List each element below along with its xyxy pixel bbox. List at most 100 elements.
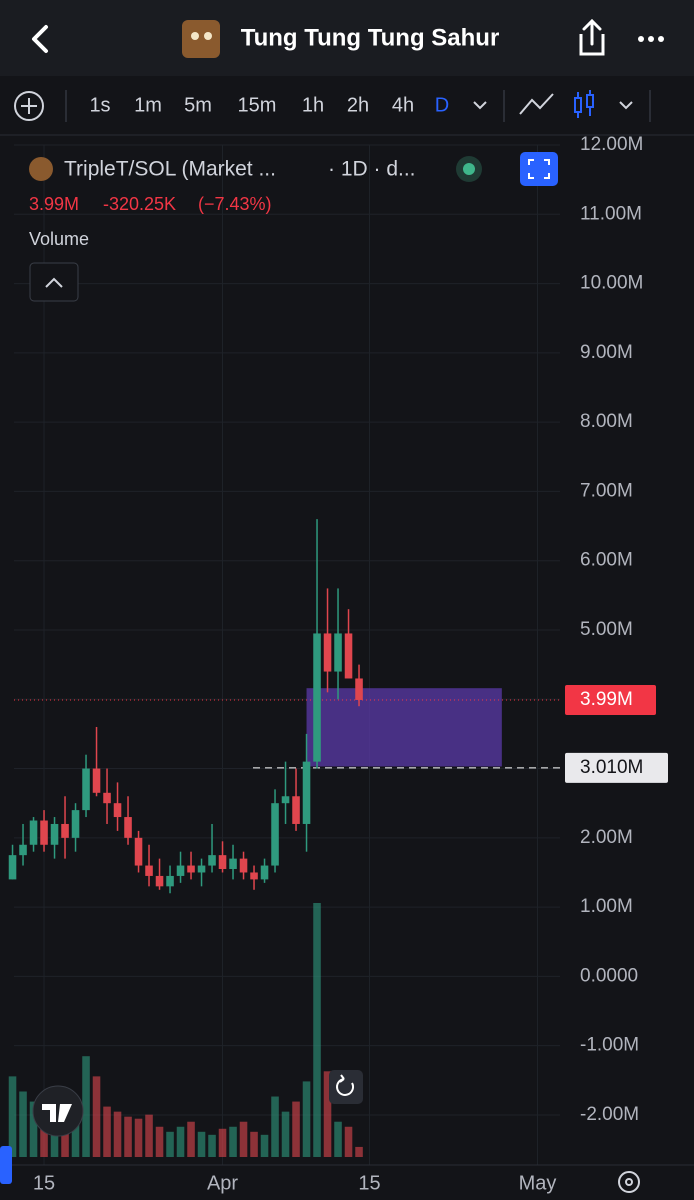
candle-body: [250, 872, 258, 880]
candle-body: [292, 796, 300, 824]
interval-option[interactable]: D: [435, 94, 449, 116]
time-axis: 15 Apr 15 May: [33, 1172, 557, 1194]
y-tick-label: 6.00M: [580, 550, 633, 571]
interval-option[interactable]: 2h: [347, 94, 369, 116]
symbol-interval: · 1D · d...: [328, 158, 416, 181]
candle-body: [208, 855, 216, 866]
candle-body: [239, 858, 248, 873]
interval-dropdown[interactable]: [473, 101, 487, 110]
avatar-eye: [191, 32, 199, 40]
candle-body: [218, 855, 227, 870]
collapse-icon: [45, 277, 63, 288]
volume-bar: [313, 903, 321, 1157]
y-tick-label: -2.00M: [580, 1104, 639, 1125]
y-tick-label: 9.00M: [580, 342, 633, 363]
chart-type-dropdown[interactable]: [619, 101, 633, 110]
interval-option[interactable]: 4h: [392, 94, 414, 116]
candle-body: [134, 837, 143, 866]
interval-option[interactable]: 1m: [134, 94, 162, 116]
interval-option[interactable]: 15m: [238, 94, 277, 116]
y-tick-label: 11.00M: [580, 203, 642, 224]
candle-body: [29, 820, 38, 845]
candle-body: [334, 633, 342, 672]
volume-bar: [271, 1096, 279, 1157]
volume-bar: [113, 1111, 122, 1157]
candle-body: [145, 865, 153, 876]
volume-bar: [323, 1071, 332, 1157]
y-tick-label: 5.00M: [580, 619, 633, 640]
price-change-percent: (−7.43%): [198, 194, 272, 214]
candle-chart-button[interactable]: [574, 90, 594, 118]
interval-option[interactable]: 5m: [184, 94, 212, 116]
volume-label: Volume: [29, 229, 89, 249]
collapse-button[interactable]: [29, 262, 79, 302]
fullscreen-button[interactable]: [520, 152, 558, 186]
candle-body: [355, 678, 363, 700]
page-title: Tung Tung Tung Sahur: [241, 24, 500, 51]
tradingview-logo[interactable]: [32, 1085, 84, 1137]
token-avatar: [182, 20, 220, 58]
x-tick-label: Apr: [207, 1172, 238, 1194]
volume-bar: [8, 1076, 17, 1157]
candle-body: [344, 633, 353, 679]
grid: [14, 144, 560, 1165]
volume-bar: [218, 1128, 227, 1157]
volume-bar: [82, 1056, 90, 1157]
candle-body: [8, 855, 17, 880]
volume-bar: [166, 1131, 174, 1157]
last-price: 3.99M: [29, 194, 79, 214]
settings-button[interactable]: [618, 1171, 640, 1193]
candle-body: [19, 844, 27, 856]
price-label-box: [565, 684, 656, 715]
price-change: -320.25K: [103, 194, 176, 214]
candle-body: [302, 761, 311, 824]
candle-body: [281, 796, 290, 804]
candle-body: [92, 768, 101, 793]
legend-avatar: [29, 157, 53, 181]
x-tick-label: May: [519, 1172, 557, 1194]
reset-button[interactable]: [329, 1070, 363, 1104]
candle-body: [197, 865, 206, 873]
candles: [8, 519, 363, 894]
volume-bar: [187, 1121, 195, 1157]
toolbar: [0, 77, 694, 135]
volume-bar: [124, 1116, 132, 1157]
share-button[interactable]: [579, 18, 605, 56]
candle-body: [155, 875, 164, 887]
candle-body: [229, 858, 237, 870]
price-axis: 12.00M 11.00M 10.00M 9.00M 8.00M 7.00M 6.00M 5.…: [565, 134, 668, 1125]
volume-bar: [260, 1134, 269, 1157]
volume-bar: [302, 1081, 311, 1157]
volume-bar: [197, 1131, 206, 1157]
drawings: [14, 688, 560, 769]
interval-option[interactable]: 1h: [302, 94, 324, 116]
candle-body: [271, 803, 279, 866]
interval-group: 1s 1m 5m 15m 1h 2h 4h D: [89, 94, 449, 116]
more-button[interactable]: [638, 36, 664, 42]
add-indicator-button[interactable]: [14, 91, 44, 121]
volume-bar: [92, 1076, 101, 1157]
candle-body: [260, 865, 269, 880]
back-button[interactable]: [32, 25, 48, 53]
interval-option[interactable]: 1s: [89, 94, 110, 116]
line-chart-button[interactable]: [519, 93, 554, 115]
volume-bar: [292, 1101, 300, 1157]
y-tick-label: 2.00M: [580, 827, 633, 848]
candle-body: [40, 820, 48, 845]
side-panel-toggle[interactable]: [0, 1146, 12, 1184]
volume-bar: [155, 1126, 164, 1157]
volume-bar: [355, 1146, 363, 1157]
y-tick-label: 1.00M: [580, 896, 633, 917]
candle-body: [176, 865, 185, 876]
candle-body: [82, 768, 90, 811]
volume-bar: [29, 1101, 38, 1157]
volume-bar: [281, 1111, 290, 1157]
y-tick-label: 12.00M: [580, 134, 643, 155]
y-tick-label: -1.00M: [580, 1035, 639, 1056]
range-box: [306, 688, 502, 767]
y-tick-label: 7.00M: [580, 480, 633, 501]
volume-bar: [208, 1134, 216, 1157]
candle-body: [124, 817, 132, 838]
